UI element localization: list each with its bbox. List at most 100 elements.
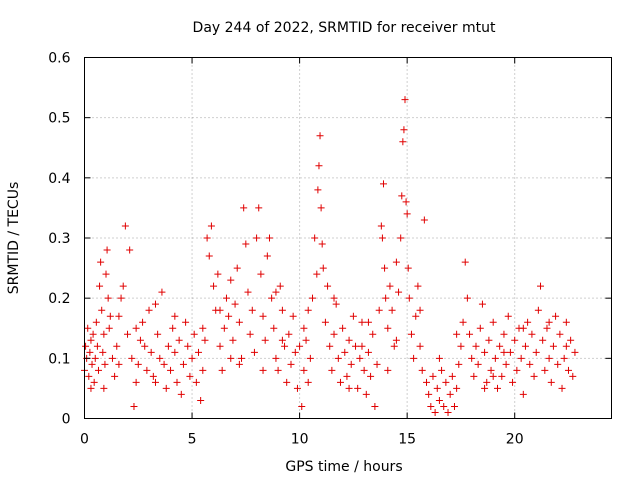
data-point: [360, 366, 368, 374]
data-point: [336, 378, 344, 386]
data-point: [235, 360, 243, 368]
data-point: [158, 288, 166, 296]
data-point: [496, 342, 504, 350]
data-point: [339, 324, 347, 332]
data-point: [487, 366, 495, 374]
data-point: [100, 330, 108, 338]
data-point: [545, 318, 553, 326]
data-point: [446, 390, 454, 398]
data-point: [399, 138, 407, 146]
data-point: [463, 294, 471, 302]
data-point: [378, 234, 386, 242]
data-point: [154, 330, 162, 338]
x-tick-label: 20: [506, 432, 524, 448]
data-point: [403, 210, 411, 218]
data-point: [240, 204, 248, 212]
data-point: [179, 360, 187, 368]
data-point: [410, 354, 418, 362]
data-point: [235, 318, 243, 326]
data-point: [141, 342, 149, 350]
data-point: [86, 348, 94, 356]
data-point: [384, 324, 392, 332]
y-tick-label: 0.3: [48, 231, 70, 247]
data-point: [466, 330, 474, 338]
data-point: [450, 402, 458, 410]
data-point: [435, 396, 443, 404]
data-point: [113, 342, 121, 350]
data-point: [88, 360, 96, 368]
data-point: [309, 294, 317, 302]
data-point: [106, 312, 114, 320]
data-point: [401, 96, 409, 104]
data-point: [416, 342, 424, 350]
data-point: [483, 378, 491, 386]
data-point: [506, 348, 514, 356]
data-point: [414, 282, 422, 290]
data-point: [222, 294, 230, 302]
data-point: [272, 354, 280, 362]
data-point: [318, 240, 326, 248]
data-point: [184, 342, 192, 350]
data-point: [500, 348, 508, 356]
data-point: [274, 366, 282, 374]
data-point: [398, 192, 406, 200]
data-point: [459, 318, 467, 326]
data-point: [115, 312, 123, 320]
data-point: [330, 294, 338, 302]
data-point: [103, 246, 111, 254]
data-point: [314, 186, 322, 194]
data-point: [526, 360, 534, 368]
x-tick-labels: 0 5 10 15 20: [80, 432, 524, 448]
data-point: [207, 222, 215, 230]
data-point: [278, 336, 286, 344]
data-point: [216, 342, 224, 350]
data-point: [87, 336, 95, 344]
data-point: [552, 312, 560, 320]
data-point: [528, 330, 536, 338]
data-point: [334, 354, 342, 362]
data-point: [203, 234, 211, 242]
data-point: [231, 300, 239, 308]
data-point: [171, 312, 179, 320]
data-point: [92, 318, 100, 326]
data-point: [511, 336, 519, 344]
data-point: [324, 282, 332, 290]
data-point: [369, 330, 377, 338]
data-point: [509, 378, 517, 386]
data-point: [404, 264, 412, 272]
data-point: [306, 354, 314, 362]
data-point: [199, 324, 207, 332]
data-point: [402, 198, 410, 206]
data-point: [539, 336, 547, 344]
data-point: [343, 372, 351, 380]
data-point: [171, 348, 179, 356]
data-point: [304, 306, 312, 314]
y-tick-label: 0.6: [48, 51, 70, 67]
y-tick-label: 0.4: [48, 171, 70, 187]
data-point: [316, 132, 324, 140]
data-point: [242, 240, 250, 248]
data-point: [455, 360, 463, 368]
data-point: [433, 384, 441, 392]
data-point: [199, 366, 207, 374]
data-point: [513, 366, 521, 374]
data-point: [315, 162, 323, 170]
data-point: [537, 282, 545, 290]
data-point: [530, 372, 538, 380]
data-point: [117, 294, 125, 302]
data-point: [244, 288, 252, 296]
data-point: [265, 234, 273, 242]
data-point: [130, 402, 138, 410]
data-point: [143, 366, 151, 374]
data-point: [98, 306, 106, 314]
y-tick-labels: 0 0.1 0.2 0.3 0.4 0.5 0.6: [48, 51, 70, 428]
data-point: [227, 276, 235, 284]
data-point: [190, 330, 198, 338]
data-point: [229, 336, 237, 344]
data-point: [101, 360, 109, 368]
data-point: [164, 342, 172, 350]
data-point: [345, 384, 353, 392]
x-tick-label: 5: [188, 432, 197, 448]
data-point: [349, 312, 357, 320]
